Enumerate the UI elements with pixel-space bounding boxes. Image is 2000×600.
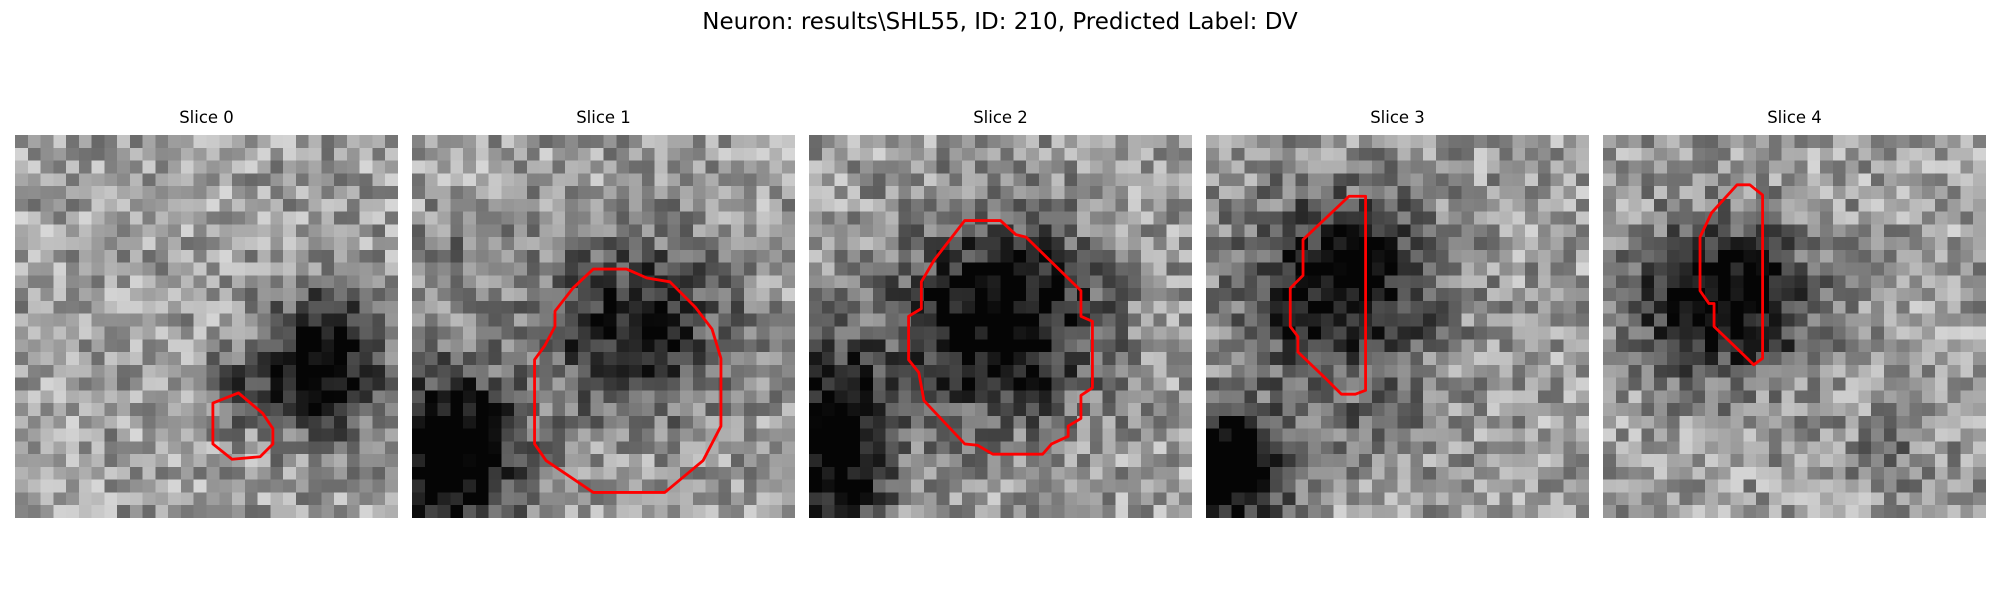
grayscale-pixels	[1603, 135, 1986, 518]
slice-image	[412, 135, 795, 518]
neuron-outline	[211, 391, 275, 461]
neuron-outline	[533, 267, 723, 494]
slice-title: Slice 3	[1370, 108, 1425, 127]
slice-image	[1206, 135, 1589, 518]
neuron-outline	[1288, 194, 1367, 396]
slice-panel-1: Slice 1	[412, 108, 795, 518]
grayscale-pixels	[809, 135, 1192, 518]
grayscale-pixels	[15, 135, 398, 518]
slice-title: Slice 0	[179, 108, 234, 127]
slice-title: Slice 2	[973, 108, 1028, 127]
slice-title: Slice 1	[576, 108, 631, 127]
slice-image	[15, 135, 398, 518]
slice-panel-4: Slice 4	[1603, 108, 1986, 518]
slice-panel-0: Slice 0	[15, 108, 398, 518]
neuron-outline	[1698, 183, 1764, 367]
slice-panel-3: Slice 3	[1206, 108, 1589, 518]
grayscale-pixels	[1206, 135, 1589, 518]
slice-panel-2: Slice 2	[809, 108, 1192, 518]
slice-image	[1603, 135, 1986, 518]
grayscale-pixels	[412, 135, 795, 518]
neuron-outline	[907, 219, 1094, 456]
figure-title: Neuron: results\SHL55, ID: 210, Predicte…	[702, 9, 1298, 35]
slice-image	[809, 135, 1192, 518]
slice-title: Slice 4	[1767, 108, 1822, 127]
